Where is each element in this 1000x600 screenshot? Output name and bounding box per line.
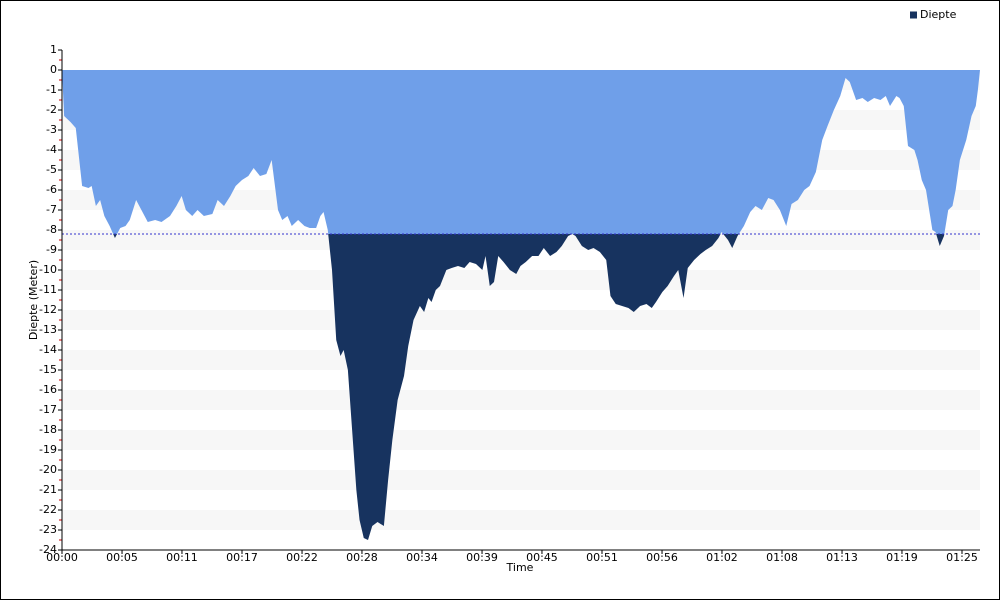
y-tick-label: -20 (39, 463, 57, 476)
x-tick-label: 01:13 (826, 551, 858, 564)
y-tick-label: -12 (39, 303, 57, 316)
y-tick-label: 0 (50, 63, 57, 76)
y-tick-label: -24 (39, 543, 57, 556)
x-tick-label: 00:17 (226, 551, 258, 564)
y-tick-label: -7 (46, 203, 57, 216)
y-tick-label: -3 (46, 123, 57, 136)
grid-band (62, 350, 980, 370)
area-above-limit (62, 70, 980, 234)
y-tick-label: -11 (39, 283, 57, 296)
y-tick-label: -15 (39, 363, 57, 376)
y-tick-label: -2 (46, 103, 57, 116)
grid-band (62, 430, 980, 450)
legend-label: Diepte (920, 8, 957, 21)
x-tick-label: 01:19 (886, 551, 918, 564)
x-tick-label: 00:22 (286, 551, 318, 564)
y-tick-label: -10 (39, 263, 57, 276)
y-tick-label: -13 (39, 323, 57, 336)
y-tick-label: -6 (46, 183, 57, 196)
x-tick-label: 00:45 (526, 551, 558, 564)
x-tick-label: 00:56 (646, 551, 678, 564)
x-tick-label: 00:00 (46, 551, 78, 564)
y-tick-label: -5 (46, 163, 57, 176)
x-axis-label: Time (506, 561, 534, 574)
y-tick-label: 1 (50, 43, 57, 56)
x-tick-label: 01:08 (766, 551, 798, 564)
x-tick-label: 00:39 (466, 551, 498, 564)
y-tick-label: -23 (39, 523, 57, 536)
x-tick-label: 00:28 (346, 551, 378, 564)
y-tick-label: -1 (46, 83, 57, 96)
y-tick-label: -14 (39, 343, 57, 356)
grid-band (62, 270, 980, 290)
y-tick-label: -18 (39, 423, 57, 436)
y-tick-label: -21 (39, 483, 57, 496)
x-tick-label: 01:25 (946, 551, 978, 564)
x-tick-label: 00:34 (406, 551, 438, 564)
grid-band (62, 470, 980, 490)
y-tick-label: -22 (39, 503, 57, 516)
y-tick-label: -19 (39, 443, 57, 456)
grid-band (62, 310, 980, 330)
y-tick-label: -17 (39, 403, 57, 416)
x-tick-label: 01:02 (706, 551, 738, 564)
y-axis-label: Diepte (Meter) (27, 260, 40, 340)
grid-band (62, 510, 980, 530)
x-tick-label: 00:05 (106, 551, 138, 564)
y-tick-label: -8 (46, 223, 57, 236)
grid-band (62, 390, 980, 410)
x-tick-label: 00:11 (166, 551, 198, 564)
y-tick-label: -16 (39, 383, 57, 396)
legend-swatch (910, 11, 917, 19)
y-tick-label: -9 (46, 243, 57, 256)
x-tick-label: 00:51 (586, 551, 618, 564)
y-tick-label: -4 (46, 143, 57, 156)
